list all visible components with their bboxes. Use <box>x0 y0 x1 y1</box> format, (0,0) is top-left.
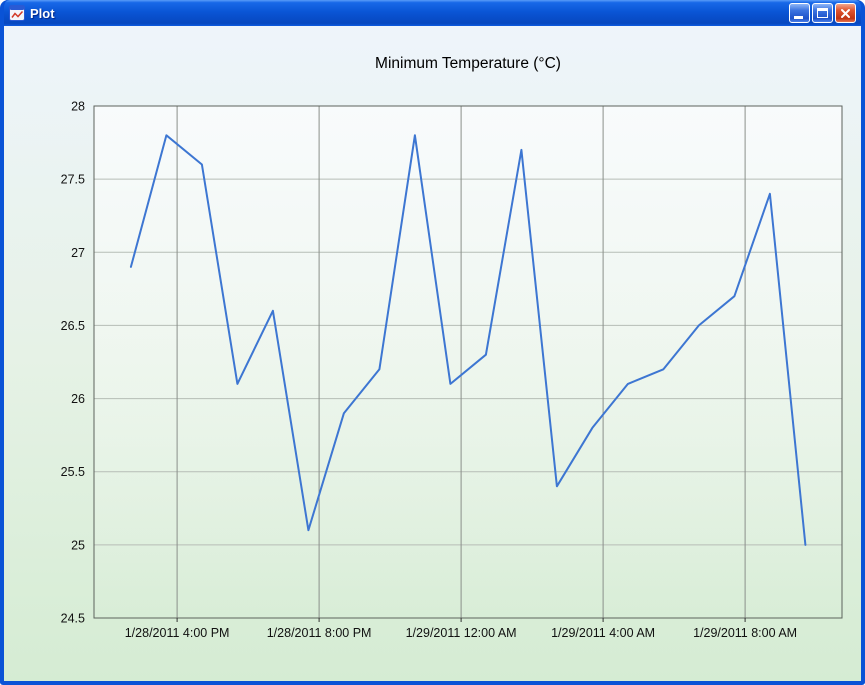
window-icon <box>9 5 25 21</box>
title-bar[interactable]: Plot <box>4 0 861 26</box>
window-title: Plot <box>30 5 55 21</box>
y-axis-tick-label: 25.5 <box>61 465 85 479</box>
minimize-icon <box>794 16 803 19</box>
y-axis-tick-label: 24.5 <box>61 612 85 626</box>
x-axis-tick-label: 1/28/2011 4:00 PM <box>125 626 230 640</box>
minimize-button[interactable] <box>789 3 810 23</box>
chart-title: Minimum Temperature (°C) <box>375 55 561 72</box>
y-axis-tick-label: 27.5 <box>61 173 85 187</box>
y-axis-tick-label: 27 <box>71 246 85 260</box>
close-icon <box>841 8 850 18</box>
maximize-button[interactable] <box>812 3 833 23</box>
y-axis-tick-label: 28 <box>71 100 85 114</box>
chart-canvas: 24.5 25 25.5 26 26.5 27 27.5 28 1/28/2011 4:00 P… <box>61 55 843 640</box>
x-axis-tick-label: 1/29/2011 8:00 AM <box>693 626 797 640</box>
chart-panel: 24.5 25 25.5 26 26.5 27 27.5 28 1/28/2011 4:00 P… <box>4 26 861 681</box>
x-axis-tick-label: 1/28/2011 8:00 PM <box>267 626 372 640</box>
y-axis-tick-label: 26.5 <box>61 319 85 333</box>
plot-area <box>94 106 842 618</box>
x-axis-tick-label: 1/29/2011 12:00 AM <box>406 626 517 640</box>
close-button[interactable] <box>835 3 856 23</box>
plot-border <box>93 105 843 619</box>
y-axis-tick-label: 25 <box>71 538 85 552</box>
x-axis-tick-label: 1/29/2011 4:00 AM <box>551 626 655 640</box>
maximize-icon <box>817 8 828 18</box>
y-axis-tick-label: 26 <box>71 392 85 406</box>
temperature-line-series <box>129 134 807 546</box>
